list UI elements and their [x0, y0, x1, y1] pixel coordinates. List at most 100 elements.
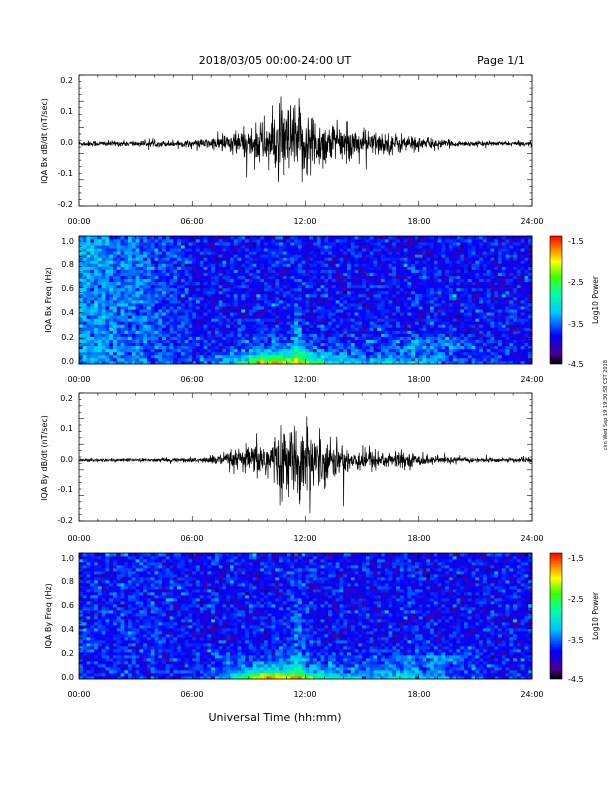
- spectrogram-cell: [143, 309, 147, 312]
- spectrogram-cell: [151, 288, 155, 291]
- spectrogram-cell: [283, 251, 287, 254]
- spectrogram-cell: [483, 285, 487, 288]
- spectrogram-cell: [381, 321, 385, 324]
- spectrogram-cell: [177, 352, 181, 355]
- spectrogram-cell: [434, 294, 438, 297]
- spectrogram-cell: [166, 263, 170, 266]
- spectrogram-cell: [445, 355, 449, 358]
- spectrogram-cell: [166, 270, 170, 273]
- spectrogram-cell: [321, 309, 325, 312]
- spectrogram-cell: [147, 260, 151, 263]
- spectrogram-cell: [389, 276, 393, 279]
- spectrogram-cell: [392, 251, 396, 254]
- spectrogram-cell: [506, 245, 510, 248]
- spectrogram-cell: [249, 358, 253, 361]
- spectrogram-cell: [415, 270, 419, 273]
- spectrogram-cell: [468, 346, 472, 349]
- spectrogram-cell: [509, 291, 513, 294]
- spectrogram-cell: [234, 285, 238, 288]
- spectrogram-cell: [441, 236, 445, 239]
- spectrogram-cell: [328, 358, 332, 361]
- spectrogram-cell: [324, 263, 328, 266]
- spectrogram-cell: [498, 358, 502, 361]
- spectrogram-cell: [298, 279, 302, 282]
- spectrogram-cell: [389, 291, 393, 294]
- spectrogram-cell: [445, 291, 449, 294]
- spectrogram-cell: [196, 303, 200, 306]
- spectrogram-cell: [494, 309, 498, 312]
- spectrogram-cell: [302, 263, 306, 266]
- spectrogram-cell: [117, 312, 121, 315]
- spectrogram-cell: [215, 279, 219, 282]
- spectrogram-cell: [200, 349, 204, 352]
- spectrogram-cell: [196, 279, 200, 282]
- spectrogram-cell: [347, 257, 351, 260]
- spectrogram-cell: [147, 245, 151, 248]
- spectrogram-cell: [317, 318, 321, 321]
- spectrogram-cell: [373, 242, 377, 245]
- spectrogram-cell: [343, 248, 347, 251]
- spectrogram-cell: [207, 273, 211, 276]
- spectrogram-cell: [230, 242, 234, 245]
- spectrogram-cell: [98, 312, 102, 315]
- spectrogram-cell: [396, 355, 400, 358]
- spectrogram-cell: [366, 285, 370, 288]
- spectrogram-cell: [117, 330, 121, 333]
- spectrogram-cell: [98, 266, 102, 269]
- spectrogram-cell: [136, 306, 140, 309]
- spectrogram-cell: [487, 263, 491, 266]
- spectrogram-cell: [283, 327, 287, 330]
- spectrogram-cell: [185, 340, 189, 343]
- spectrogram-cell: [438, 321, 442, 324]
- spectrogram-cell: [109, 312, 113, 315]
- spectrogram-cell: [207, 294, 211, 297]
- spectrogram-cell: [192, 285, 196, 288]
- spectrogram-cell: [188, 330, 192, 333]
- spectrogram-cell: [105, 273, 109, 276]
- spectrogram-cell: [151, 291, 155, 294]
- spectrogram-cell: [332, 248, 336, 251]
- spectrogram-cell: [441, 337, 445, 340]
- spectrogram-cell: [188, 273, 192, 276]
- spectrogram-cell: [490, 312, 494, 315]
- spectrogram-cell: [136, 279, 140, 282]
- spectrogram-cell: [79, 273, 83, 276]
- spectrogram-cell: [256, 346, 260, 349]
- spectrogram-cell: [498, 245, 502, 248]
- spectrogram-cell: [370, 245, 374, 248]
- spectrogram-cell: [192, 279, 196, 282]
- spectrogram-cell: [234, 282, 238, 285]
- spectrogram-cell: [90, 263, 94, 266]
- spectrogram-cell: [513, 343, 517, 346]
- spectrogram-cell: [487, 343, 491, 346]
- spectrogram-cell: [283, 300, 287, 303]
- spectrogram-cell: [222, 245, 226, 248]
- spectrogram-cell: [238, 303, 242, 306]
- spectrogram-cell: [124, 242, 128, 245]
- spectrogram-cell: [377, 291, 381, 294]
- spectrogram-cell: [275, 340, 279, 343]
- spectrogram-cell: [287, 236, 291, 239]
- spectrogram-cell: [238, 273, 242, 276]
- spectrogram-cell: [222, 321, 226, 324]
- spectrogram-cell: [351, 300, 355, 303]
- spectrogram-cell: [287, 349, 291, 352]
- spectrogram-cell: [102, 285, 106, 288]
- spectrogram-cell: [509, 321, 513, 324]
- spectrogram-cell: [438, 306, 442, 309]
- spectrogram-cell: [272, 330, 276, 333]
- spectrogram-cell: [494, 297, 498, 300]
- spectrogram-cell: [264, 303, 268, 306]
- spectrogram-cell: [506, 260, 510, 263]
- spectrogram-cell: [453, 358, 457, 361]
- spectrogram-cell: [245, 358, 249, 361]
- spectrogram-cell: [392, 276, 396, 279]
- spectrogram-cell: [400, 309, 404, 312]
- spectrogram-cell: [238, 358, 242, 361]
- spectrogram-cell: [177, 303, 181, 306]
- spectrogram-cell: [434, 346, 438, 349]
- spectrogram-cell: [264, 297, 268, 300]
- spectrogram-cell: [230, 260, 234, 263]
- spectrogram-cell: [498, 327, 502, 330]
- spectrogram-cell: [287, 340, 291, 343]
